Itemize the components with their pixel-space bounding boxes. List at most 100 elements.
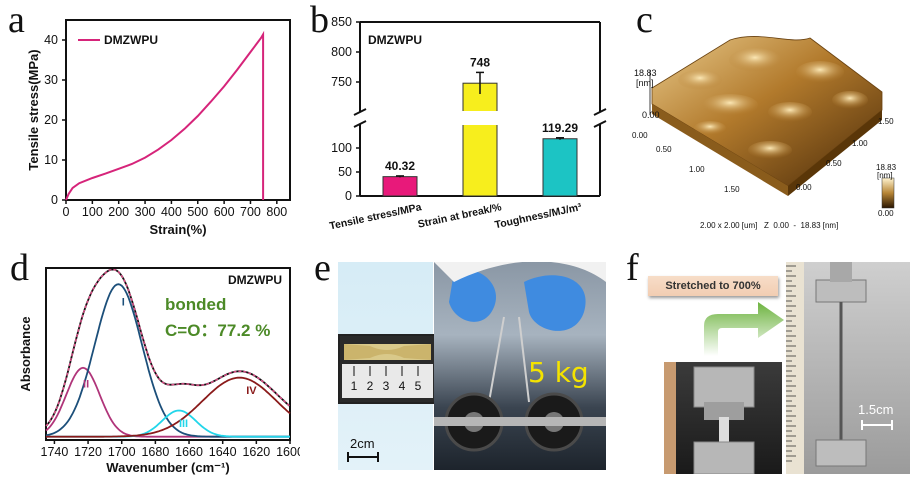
category-label-1: Strain at break/% <box>417 201 503 231</box>
afm-color-scale <box>881 177 895 209</box>
y-axis-label-a: Tensile stress(MPa) <box>26 49 41 170</box>
afm-y-tick: 0.50 <box>826 159 842 168</box>
chart-a: 0 100 200 300 400 500 600 700 800 0 10 20 30 40 Strain… <box>26 19 291 237</box>
glove-left <box>449 269 496 322</box>
x-tick-label-a: 100 <box>82 205 103 219</box>
dumbbell-bar <box>434 417 606 426</box>
y-tick-label-b: 100 <box>331 141 352 155</box>
bar-2 <box>542 138 578 197</box>
film-strip <box>488 316 505 403</box>
glove-right <box>524 275 586 331</box>
ruler-number-e: 3 <box>383 379 390 393</box>
ruler-number-e: 2 <box>367 379 374 393</box>
category-label-0: Tensile stress/MPa <box>328 201 422 232</box>
ruler-f <box>786 262 804 474</box>
measured-spectrum <box>45 268 291 427</box>
photo-f-after: 1.5cm <box>786 262 910 474</box>
afm-y-tick: 0.00 <box>796 183 812 192</box>
panel-label-b: b <box>310 0 329 41</box>
y-tick-label-b: 850 <box>331 15 352 29</box>
x-axis-label-d: Wavenumber (cm⁻¹) <box>106 460 229 475</box>
stretch-arrow <box>704 302 784 356</box>
peak-label-IV: IV <box>246 385 257 397</box>
peak-curve-III <box>46 409 290 438</box>
y-tick-label-a: 30 <box>44 73 58 87</box>
x-tick-label-a: 0 <box>63 205 70 219</box>
axis-break-mark <box>353 108 367 116</box>
afm-scale-top: 18.83 <box>876 163 897 172</box>
y-tick-label-a: 40 <box>44 33 58 47</box>
x-tick-label-a: 300 <box>135 205 156 219</box>
axis-break-mark <box>353 120 367 128</box>
panel-label-d: d <box>10 247 29 289</box>
y-tick-label-a: 0 <box>51 193 58 207</box>
x-tick-label-d: 1600 <box>276 445 300 459</box>
afm-x-tick: 1.00 <box>689 165 705 174</box>
afm-caption: 2.00 x 2.00 [um] Z 0.00 - 18.83 [nm] <box>700 221 838 230</box>
afm-y-tick: 1.50 <box>878 117 894 126</box>
plot-frame-a <box>65 19 291 201</box>
x-tick-label-d: 1700 <box>108 445 136 459</box>
y-tick-label-b: 750 <box>331 75 352 89</box>
afm-x-tick: 0.50 <box>656 145 672 154</box>
x-tick-label-d: 1720 <box>74 445 102 459</box>
stretch-caption: Stretched to 700% <box>648 276 778 296</box>
chart-title-d: DMZWPU <box>228 273 282 287</box>
x-tick-label-d: 1640 <box>209 445 237 459</box>
x-axis-label-a: Strain(%) <box>149 222 206 237</box>
x-tick-label-d: 1660 <box>175 445 203 459</box>
chart-b: 0 50 100 750 800 850 DMZWPU 40.32 Tensile stress… <box>328 15 607 232</box>
chart-d: 1740 1720 1700 1680 1660 1640 1620 1600 Wavenumb… <box>18 267 300 475</box>
afm-z-unit: [nm] <box>636 78 654 88</box>
y-tick-label-b: 0 <box>345 189 352 203</box>
afm-y-tick: 1.00 <box>852 139 868 148</box>
x-tick-label-a: 400 <box>161 205 182 219</box>
afm-surface-side-right <box>788 110 882 196</box>
panel-label-a: a <box>8 0 25 41</box>
y-axis-label-d: Absorbance <box>18 316 33 391</box>
annotation-co-percent: C=O：77.2 % <box>165 321 270 340</box>
afm-z-max: 18.83 <box>634 68 657 78</box>
photo-f-before <box>664 362 782 474</box>
x-tick-label-d: 1680 <box>141 445 169 459</box>
peak-curve-IV <box>46 376 291 438</box>
photo-e-main: 5 kg <box>434 262 606 470</box>
bar-0 <box>382 176 418 197</box>
ruler-number-e: 1 <box>351 379 358 393</box>
y-tick-label-a: 20 <box>44 113 58 127</box>
y-tick-label-b: 800 <box>331 45 352 59</box>
category-label-2: Toughness/MJ/m³ <box>494 201 584 231</box>
data-label-2: 119.29 <box>542 121 578 135</box>
afm-surface-c: 18.83 [nm] 0.00 0.00 0.50 1.00 1.50 0.00 0.5… <box>632 36 897 230</box>
axis-break-mark <box>593 120 607 128</box>
data-label-0: 40.32 <box>385 159 415 173</box>
panel-label-e: e <box>314 247 331 289</box>
afm-x-tick: 0.00 <box>632 131 648 140</box>
afm-surface-side <box>652 104 788 196</box>
annotation-bonded: bonded <box>165 295 226 314</box>
peak-label-III: III <box>179 418 188 430</box>
y-tick-label-a: 10 <box>44 153 58 167</box>
envelope-fit <box>45 268 291 427</box>
legend-label-a: DMZWPU <box>104 33 158 47</box>
afm-scale-bottom: 0.00 <box>878 209 894 218</box>
afm-x-tick: 1.50 <box>724 185 740 194</box>
x-tick-label-a: 500 <box>187 205 208 219</box>
afm-z-zero: 0.00 <box>642 110 660 120</box>
x-tick-label-a: 700 <box>240 205 261 219</box>
x-tick-label-a: 600 <box>214 205 235 219</box>
bar-1 <box>462 82 498 197</box>
panel-label-f: f <box>626 247 639 289</box>
x-tick-label-d: 1740 <box>41 445 69 459</box>
series-line-dmzwpu <box>65 30 265 201</box>
ruler-number-e: 4 <box>399 379 406 393</box>
chart-title-b: DMZWPU <box>368 33 422 47</box>
weight-label: 5 kg <box>528 356 589 389</box>
x-tick-label-a: 800 <box>266 205 287 219</box>
scale-label-f: 1.5cm <box>858 402 893 417</box>
peak-label-I: I <box>122 297 125 309</box>
x-tick-label-d: 1620 <box>242 445 270 459</box>
bar-break-gap <box>462 111 498 125</box>
plot-frame-d <box>45 267 291 441</box>
